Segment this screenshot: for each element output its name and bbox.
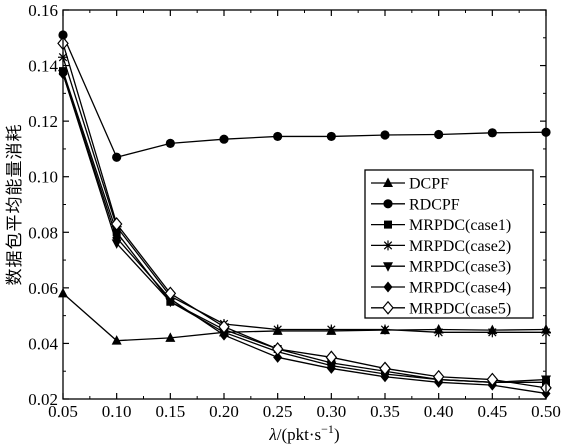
x-tick-label: 0.20: [209, 402, 239, 421]
series-line-mrpdc-case2: [62, 57, 546, 333]
data-point-rdcpf: [434, 129, 444, 140]
plot-area: [57, 30, 552, 399]
legend-item-mrpdc-case4: MRPDC(case4): [371, 280, 511, 297]
data-point-mrpdc-case4: [219, 329, 229, 341]
data-point-dcpf: [165, 332, 176, 342]
series-mrpdc-case5: [57, 36, 552, 395]
x-tick-label: 0.40: [424, 402, 454, 421]
data-point-mrpdc-case2: [380, 324, 390, 335]
asterisk-stroke: [273, 325, 282, 334]
series-line-mrpdc-case5: [62, 43, 547, 389]
y-tick-label: 0.04: [28, 334, 58, 353]
legend-marker: [383, 240, 393, 251]
x-tick-label: 0.15: [155, 402, 185, 421]
series-line-mrpdc-case3: [62, 73, 547, 383]
x-tick-label: 0.50: [531, 402, 561, 421]
y-axis-title: 数据包平均能量消耗: [5, 124, 24, 286]
data-point-mrpdc-case2: [272, 324, 283, 335]
x-tick-label: 0.10: [102, 402, 132, 421]
data-point-mrpdc-case5: [218, 319, 230, 334]
y-tick-label: 0.06: [28, 279, 58, 298]
series-line-rdcpf: [62, 34, 547, 159]
legend-item-dcpf: DCPF: [371, 176, 449, 193]
data-point-rdcpf: [273, 131, 283, 142]
y-tick-label: 0.14: [28, 57, 58, 76]
legend-label: RDCPF: [409, 196, 460, 213]
data-point-mrpdc-case5: [486, 372, 499, 387]
y-tick-label: 0.12: [28, 112, 58, 131]
x-tick-label: 0.45: [477, 402, 507, 421]
legend-item-mrpdc-case3: MRPDC(case3): [371, 259, 511, 276]
legend-marker: [383, 262, 393, 272]
legend-label: MRPDC(case3): [409, 259, 511, 276]
data-point-mrpdc-case5: [325, 350, 338, 365]
legend-item-mrpdc-case1: MRPDC(case1): [371, 217, 511, 234]
data-point-mrpdc-case4: [326, 362, 336, 374]
data-point-mrpdc-case5: [432, 369, 445, 384]
y-tick-label: 0.10: [28, 168, 58, 187]
data-point-dcpf: [111, 335, 122, 345]
data-point-mrpdc-case5: [164, 286, 177, 301]
legend-marker: [384, 220, 392, 229]
series-rdcpf: [58, 30, 551, 162]
y-tick-label: 0.08: [28, 223, 58, 242]
series-line-dcpf: [62, 292, 547, 342]
data-point-mrpdc-case2: [433, 327, 444, 338]
y-tick-label: 0.16: [28, 1, 58, 20]
asterisk-stroke: [380, 325, 390, 334]
data-point-rdcpf: [380, 130, 390, 140]
legend-item-rdcpf: RDCPF: [371, 196, 460, 213]
legend-label: MRPDC(case4): [409, 280, 511, 297]
legend-label: MRPDC(case1): [409, 217, 511, 234]
data-point-rdcpf: [326, 131, 336, 142]
legend-marker: [383, 199, 393, 209]
data-point-mrpdc-case4: [380, 371, 390, 383]
legend-marker: [383, 177, 393, 187]
data-point-mrpdc-case1: [112, 228, 121, 237]
legend-label: MRPDC(case5): [409, 300, 511, 317]
data-point-mrpdc-case5: [110, 217, 123, 231]
legend-label: DCPF: [409, 176, 449, 193]
legend-marker: [382, 300, 394, 315]
legend-box: [364, 169, 534, 319]
data-point-rdcpf: [165, 138, 175, 148]
data-point-mrpdc-case3: [111, 239, 122, 249]
legend: DCPF RDCPF MRPDC(case1) MRPDC(case2) MRPDC(c…: [364, 169, 534, 319]
legend-marker: [383, 281, 393, 293]
x-tick-label: 0.05: [48, 402, 78, 421]
data-point-mrpdc-case4: [112, 232, 122, 244]
asterisk-stroke: [383, 241, 393, 250]
data-point-mrpdc-case5: [379, 361, 391, 376]
data-point-mrpdc-case2: [326, 324, 337, 335]
data-point-mrpdc-case2: [487, 327, 498, 338]
legend-label: MRPDC(case2): [409, 238, 511, 255]
data-point-mrpdc-case5: [271, 342, 284, 356]
x-axis-title: λ/(pkt·s−1): [268, 422, 339, 444]
asterisk-stroke: [327, 325, 336, 334]
data-point-rdcpf: [487, 128, 497, 138]
x-tick-label: 0.25: [263, 402, 293, 421]
legend-item-mrpdc-case2: MRPDC(case2): [371, 238, 511, 255]
asterisk-stroke: [434, 328, 443, 337]
y-tick-label: 0.02: [28, 390, 58, 409]
data-point-rdcpf: [219, 134, 229, 144]
x-tick-label: 0.35: [370, 402, 400, 421]
data-point-rdcpf: [112, 152, 122, 162]
legend-item-mrpdc-case5: MRPDC(case5): [371, 300, 511, 317]
asterisk-stroke: [488, 328, 497, 337]
data-point-mrpdc-case4: [273, 351, 283, 363]
axes: 0.05 0.10 0.15 0.20 0.25 0.30 0.35 0.40 0.45 0.50…: [28, 1, 561, 421]
series-line-mrpdc-case4: [62, 73, 547, 395]
x-tick-label: 0.30: [316, 402, 346, 421]
